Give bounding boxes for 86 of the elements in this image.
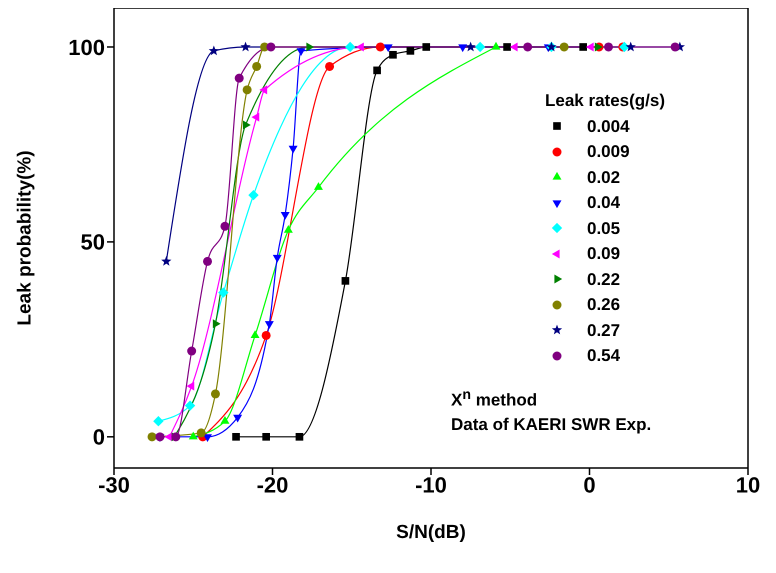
legend-label: 0.004 (587, 116, 630, 138)
point (242, 85, 252, 94)
point (188, 432, 198, 440)
point (148, 432, 157, 442)
point (389, 50, 397, 59)
point (376, 42, 385, 52)
point (161, 256, 172, 266)
point (523, 42, 532, 52)
point (220, 222, 230, 231)
point (670, 42, 680, 52)
point (406, 47, 414, 55)
point (284, 225, 293, 233)
x-tick-label: -30 (98, 472, 130, 498)
point (604, 42, 614, 52)
point (184, 400, 196, 411)
x-tick-label: -20 (256, 472, 288, 498)
point (510, 42, 518, 52)
point (234, 74, 244, 83)
point (218, 287, 229, 298)
point (626, 42, 636, 52)
point (248, 190, 259, 200)
point (212, 319, 221, 328)
legend-label: 0.02 (587, 166, 620, 188)
point (272, 254, 282, 263)
point (262, 330, 271, 340)
point (384, 44, 393, 52)
point (252, 62, 262, 71)
point (422, 43, 430, 51)
point (186, 382, 194, 391)
point (242, 120, 251, 130)
x-axis-title: S/N(dB) (396, 522, 466, 543)
annotation: X$^{n}$ method (451, 386, 538, 412)
point (187, 346, 196, 356)
point (196, 428, 206, 438)
legend-label: 0.05 (587, 218, 620, 240)
legend-label: 0.009 (587, 141, 630, 163)
point (220, 416, 230, 424)
point (503, 43, 511, 51)
x-tick-label: 10 (736, 472, 760, 498)
point (210, 389, 220, 398)
point (560, 42, 569, 52)
point (264, 321, 274, 329)
legend-label: 0.04 (587, 192, 620, 214)
point (240, 42, 251, 52)
point (579, 43, 587, 51)
point (288, 146, 298, 154)
point (342, 277, 350, 285)
legend-title: Leak rates(g/s) (545, 90, 665, 112)
point (203, 256, 212, 266)
legend-label: 0.27 (587, 320, 620, 342)
point (233, 414, 242, 422)
point (296, 432, 304, 441)
legend-label: 0.22 (587, 268, 620, 290)
point (266, 42, 276, 52)
point (208, 45, 219, 56)
point (259, 85, 268, 94)
point (356, 42, 364, 52)
point (232, 432, 240, 441)
annotation: Data of KAERI SWR Exp. (451, 414, 652, 436)
point (344, 42, 356, 52)
point (586, 42, 594, 52)
point (325, 62, 334, 71)
point (619, 42, 630, 52)
point (203, 434, 212, 442)
legend-label: 0.54 (587, 345, 620, 367)
point (314, 182, 323, 190)
y-tick-label: 50 (80, 230, 105, 255)
x-tick-label: 0 (583, 472, 596, 498)
point (250, 330, 260, 338)
legend-label: 0.09 (587, 243, 620, 265)
point (306, 42, 314, 52)
legend-label: 0.26 (587, 294, 620, 316)
point (262, 432, 270, 441)
point (296, 48, 306, 56)
y-tick-label: 0 (92, 424, 105, 450)
x-tick-label: -10 (415, 472, 447, 498)
y-tick-label: 100 (68, 34, 105, 60)
point (458, 44, 468, 52)
point (251, 112, 260, 122)
point (280, 212, 290, 220)
point (153, 416, 164, 426)
point (492, 42, 500, 50)
point (373, 66, 381, 74)
point (474, 42, 486, 52)
y-axis-title: Leak probability(%) (14, 150, 36, 326)
point (465, 42, 476, 52)
